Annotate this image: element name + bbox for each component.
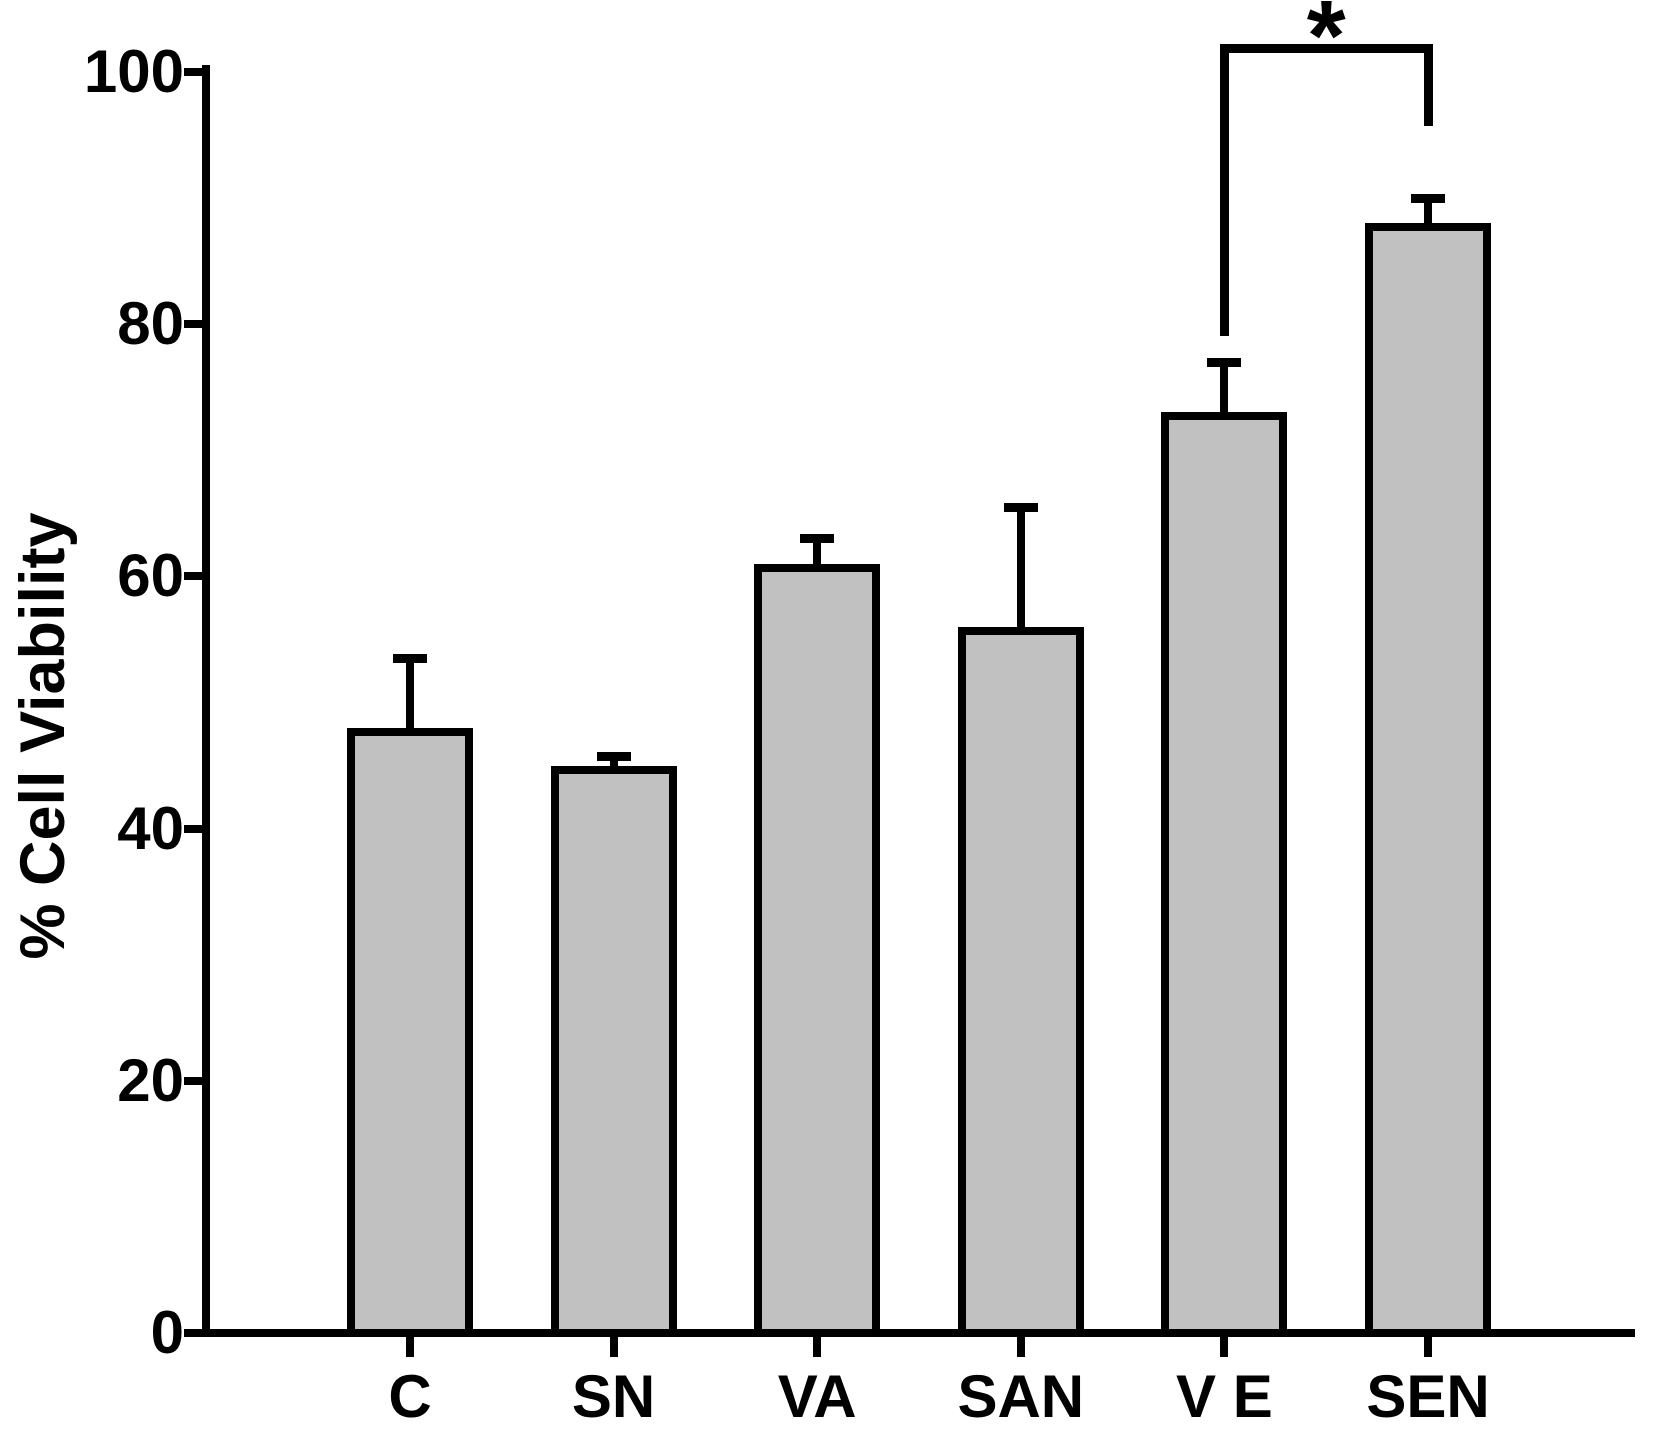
significance-bracket-top <box>1219 43 1433 53</box>
y-tick <box>184 1076 202 1085</box>
x-tick <box>609 1337 618 1357</box>
x-tick-label: V E <box>1176 1363 1273 1430</box>
error-bar-cap <box>1411 193 1445 203</box>
error-bar-stem <box>406 658 414 732</box>
y-tick <box>184 824 202 833</box>
y-tick <box>184 68 202 76</box>
y-axis-line <box>202 65 210 1337</box>
y-tick <box>184 572 202 581</box>
x-axis-line <box>202 1329 1635 1337</box>
bar-ve <box>1161 412 1288 1337</box>
x-tick <box>813 1337 822 1357</box>
significance-bracket-left-leg <box>1219 43 1229 336</box>
x-tick <box>1016 1337 1025 1357</box>
y-tick-label: 0 <box>150 1299 184 1366</box>
x-tick-label: SEN <box>1366 1363 1490 1430</box>
x-tick <box>406 1337 414 1357</box>
y-tick-label: 20 <box>117 1046 184 1114</box>
y-tick-label: 60 <box>117 542 184 610</box>
bar-va <box>754 563 881 1337</box>
y-tick <box>184 320 202 329</box>
y-tick-label: 80 <box>117 290 184 358</box>
x-tick-label: VA <box>777 1363 857 1430</box>
bar-san <box>957 626 1084 1337</box>
error-bar-cap <box>1207 357 1242 367</box>
significance-bracket-right-leg <box>1423 43 1433 126</box>
error-bar-cap <box>596 752 631 762</box>
y-tick <box>184 1329 202 1337</box>
error-bar-stem <box>1220 362 1229 417</box>
x-tick-label: SN <box>571 1363 656 1430</box>
error-bar-cap <box>393 653 427 663</box>
x-tick <box>1220 1337 1229 1357</box>
error-bar-cap <box>800 534 835 544</box>
significance-star: * <box>1306 0 1346 92</box>
error-bar-stem <box>1424 198 1432 228</box>
x-tick-label: C <box>388 1363 432 1430</box>
error-bar-stem <box>609 756 618 770</box>
bar-sn <box>550 765 677 1337</box>
bar-sen <box>1365 223 1491 1337</box>
y-tick-label: 100 <box>83 38 184 105</box>
x-tick <box>1424 1337 1432 1357</box>
error-bar-cap <box>1003 502 1038 512</box>
bar-c <box>347 727 473 1337</box>
error-bar-stem <box>813 538 822 568</box>
y-tick-label: 40 <box>117 794 184 862</box>
error-bar-stem <box>1016 507 1025 631</box>
x-tick-label: SAN <box>957 1363 1085 1430</box>
